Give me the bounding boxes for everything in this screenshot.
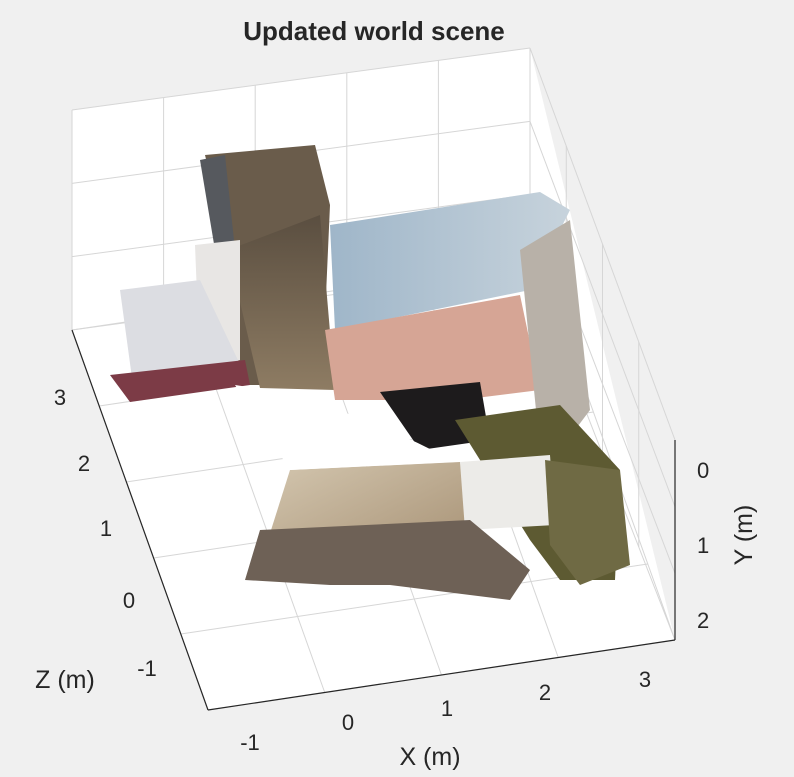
y-tick-label: 0 <box>697 458 709 483</box>
cloud-blue-wall <box>330 192 570 330</box>
cloud-front-right-shelf <box>545 460 630 585</box>
y-tick-label: 1 <box>697 533 709 558</box>
y-tick-labels: 0 1 2 <box>697 458 709 633</box>
x-tick-label: -1 <box>240 730 260 755</box>
cloud-left-cabinet-base <box>110 360 250 402</box>
z-tick-label: 1 <box>100 516 112 541</box>
cloud-wall-dark-edge <box>200 155 235 250</box>
chart-title: Updated world scene <box>243 16 505 46</box>
z-tick-label: 0 <box>123 588 135 613</box>
z-tick-labels: 3 2 1 0 -1 <box>54 385 157 681</box>
cloud-gap <box>235 385 455 470</box>
x-axis-line <box>207 639 676 711</box>
z-axis-line <box>71 329 209 711</box>
cloud-right-column <box>520 220 590 450</box>
point-cloud <box>110 145 630 600</box>
grid-line <box>529 47 676 441</box>
x-tick-labels: -1 0 1 2 3 <box>240 667 651 755</box>
x-tick-label: 0 <box>342 710 354 735</box>
x-axis-label: X (m) <box>399 743 460 771</box>
z-tick-label: 2 <box>78 451 90 476</box>
cloud-front-shelf <box>245 520 530 600</box>
grid-line <box>529 121 676 507</box>
y-axis-label: Y (m) <box>730 505 758 566</box>
cloud-corridor-floor <box>228 215 335 390</box>
cloud-sofa <box>325 295 540 400</box>
axes <box>71 329 676 711</box>
y-tick-label: 2 <box>697 608 709 633</box>
x-tick-label: 2 <box>539 680 551 705</box>
cloud-sofa-dark <box>380 382 490 450</box>
cloud-front-white-box <box>460 455 555 530</box>
z-axis-label: Z (m) <box>35 666 95 694</box>
z-tick-label: 3 <box>54 385 66 410</box>
x-tick-label: 3 <box>639 667 651 692</box>
x-tick-label: 1 <box>441 696 453 721</box>
z-tick-label: -1 <box>137 656 157 681</box>
grid-line <box>71 47 531 111</box>
